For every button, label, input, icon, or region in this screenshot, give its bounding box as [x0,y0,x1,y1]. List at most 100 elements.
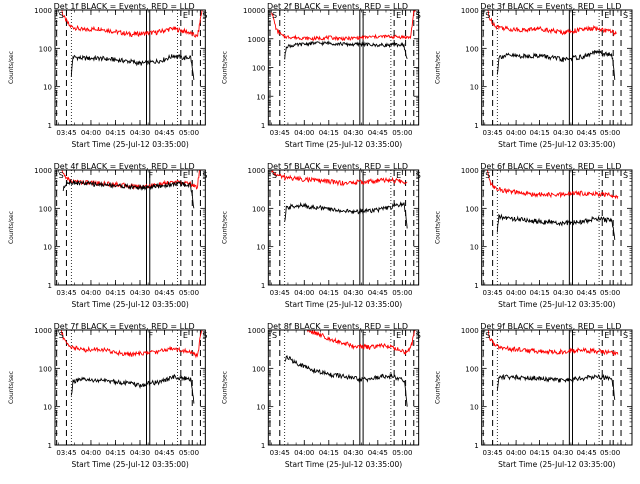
y-tick-label: 100 [39,205,52,213]
y-tick-label: 10 [470,404,479,412]
y-tick-label: 1 [48,282,52,290]
events-series-line [284,201,408,229]
y-tick-label: 10 [256,404,265,412]
x-axis-label: Start Time (25-Jul-12 03:35:00) [71,300,188,309]
events-series-line [62,178,195,209]
x-tick-label: 04:00 [506,129,526,137]
x-tick-label: 04:15 [530,289,550,297]
marker-label-s: S [485,11,490,20]
lld-series-line [484,330,619,356]
events-series-line [284,40,408,60]
x-tick-label: 04:30 [343,449,363,457]
lld-series-line [271,170,408,187]
marker-label-s: S [202,171,207,180]
panel-det-9: Det 9f BLACK = Events, RED = LLD Counts/s… [435,322,633,469]
x-tick-label: 03:45 [483,449,503,457]
plot-frame [267,169,420,286]
marker-label-s: S [416,11,421,20]
x-tick-label: 04:45 [368,129,388,137]
x-tick-label: 04:45 [576,289,596,297]
x-tick-label: 05:00 [179,289,199,297]
y-tick-label: 10 [43,244,52,252]
marker-label-f: F [149,171,154,180]
x-tick-label: 04:45 [368,289,388,297]
y-tick-label: 1000 [34,167,52,175]
marker-label-s: S [59,331,64,340]
y-tick-label: 1000 [461,7,479,15]
panel-det-4: Det 4f BLACK = Events, RED = LLD Counts/s… [8,162,208,309]
x-tick-label: 04:00 [81,289,101,297]
x-tick-label: 05:00 [392,289,412,297]
panel-det-7: Det 7f BLACK = Events, RED = LLD Counts/s… [8,322,208,469]
x-tick-label: 04:30 [343,129,363,137]
y-tick-label: 1 [261,122,265,130]
x-axis-label: Start Time (25-Jul-12 03:35:00) [285,300,402,309]
x-tick-label: 04:45 [368,449,388,457]
x-tick-label: 03:45 [56,129,76,137]
marker-label-e: E [183,11,188,20]
x-tick-label: 04:15 [319,129,339,137]
panel-title: Det 8f BLACK = Events, RED = LLD [267,322,408,331]
y-axis-label: Counts/sec [221,371,228,404]
marker-label-s: S [623,171,628,180]
y-tick-label: 100 [39,45,52,53]
marker-label-s: S [272,331,277,340]
plot-frame [481,329,633,446]
x-tick-label: 04:15 [105,289,125,297]
y-tick-label: 1 [48,442,52,450]
x-tick-label: 04:30 [130,129,150,137]
y-tick-label: 100 [465,45,478,53]
events-series-line [496,373,616,400]
marker-label-s: S [59,11,64,20]
panel-title: Det 5f BLACK = Events, RED = LLD [267,162,408,171]
marker-label-e: E [396,171,401,180]
y-tick-label: 10 [256,244,265,252]
marker-label-s: S [416,331,421,340]
y-axis-label: Counts/sec [221,211,228,244]
marker-label-e: E [396,331,401,340]
x-axis-label: Start Time (25-Jul-12 03:35:00) [71,460,188,469]
y-tick-label: 1 [261,282,265,290]
x-tick-label: 03:45 [270,449,290,457]
x-tick-label: 04:15 [530,449,550,457]
marker-label-s: S [485,171,490,180]
panel-title: Det 1f BLACK = Events, RED = LLD [54,2,195,11]
x-tick-label: 05:00 [392,129,412,137]
x-tick-label: 04:30 [553,129,573,137]
panel-title: Det 4f BLACK = Events, RED = LLD [54,162,195,171]
marker-label-e: E [183,331,188,340]
x-tick-label: 04:30 [553,449,573,457]
marker-label-f: F [362,11,367,20]
x-tick-label: 04:45 [154,449,174,457]
x-tick-label: 03:45 [483,289,503,297]
y-tick-label: 10000 [243,7,265,15]
x-tick-label: 04:00 [294,289,314,297]
panel-title: Det 2f BLACK = Events, RED = LLD [267,2,408,11]
marker-label-f: F [571,171,576,180]
x-tick-label: 03:45 [56,289,76,297]
x-axis-label: Start Time (25-Jul-12 03:35:00) [498,300,615,309]
marker-label-e: E [604,331,609,340]
marker-label-s: S [485,331,490,340]
y-tick-label: 10 [43,404,52,412]
events-series-line [70,53,195,80]
events-series-line [496,49,616,80]
plot-frame [267,329,420,446]
y-tick-label: 1000 [461,327,479,335]
x-tick-label: 04:15 [319,289,339,297]
y-tick-label: 1 [474,122,478,130]
y-axis-label: Counts/sec [221,51,228,84]
y-tick-label: 1000 [248,36,266,44]
panel-det-1: Det 1f BLACK = Events, RED = LLD Counts/s… [8,2,208,149]
y-tick-label: 100 [465,205,478,213]
x-tick-label: 04:00 [294,129,314,137]
lld-series-line [271,10,416,42]
x-tick-label: 04:00 [81,129,101,137]
panel-title: Det 3f BLACK = Events, RED = LLD [480,2,621,11]
y-tick-label: 1000 [248,327,266,335]
marker-label-s: S [272,171,277,180]
x-tick-label: 04:15 [105,449,125,457]
marker-label-s: S [272,11,277,20]
